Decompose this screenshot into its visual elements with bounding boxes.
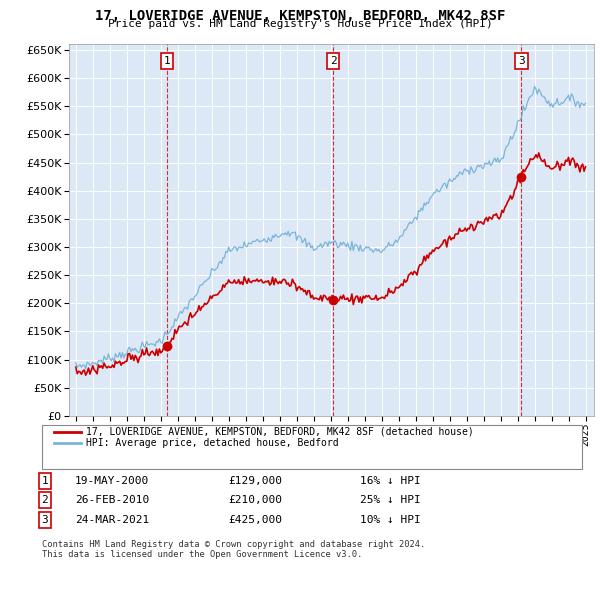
Text: 17, LOVERIDGE AVENUE, KEMPSTON, BEDFORD, MK42 8SF (detached house): 17, LOVERIDGE AVENUE, KEMPSTON, BEDFORD,…	[86, 427, 473, 437]
Text: 3: 3	[41, 515, 49, 525]
Text: 2: 2	[330, 56, 337, 66]
Text: 1: 1	[164, 56, 170, 66]
Text: 19-MAY-2000: 19-MAY-2000	[75, 476, 149, 486]
Text: Contains HM Land Registry data © Crown copyright and database right 2024.: Contains HM Land Registry data © Crown c…	[42, 540, 425, 549]
Text: 17, LOVERIDGE AVENUE, KEMPSTON, BEDFORD, MK42 8SF: 17, LOVERIDGE AVENUE, KEMPSTON, BEDFORD,…	[95, 9, 505, 23]
Text: 24-MAR-2021: 24-MAR-2021	[75, 515, 149, 525]
Text: HPI: Average price, detached house, Bedford: HPI: Average price, detached house, Bedf…	[86, 438, 338, 447]
Text: 1: 1	[41, 476, 49, 486]
Text: 25% ↓ HPI: 25% ↓ HPI	[360, 496, 421, 505]
Text: 26-FEB-2010: 26-FEB-2010	[75, 496, 149, 505]
Text: This data is licensed under the Open Government Licence v3.0.: This data is licensed under the Open Gov…	[42, 550, 362, 559]
Text: £425,000: £425,000	[228, 515, 282, 525]
Text: £129,000: £129,000	[228, 476, 282, 486]
Text: 10% ↓ HPI: 10% ↓ HPI	[360, 515, 421, 525]
Text: Price paid vs. HM Land Registry's House Price Index (HPI): Price paid vs. HM Land Registry's House …	[107, 19, 493, 30]
Text: 16% ↓ HPI: 16% ↓ HPI	[360, 476, 421, 486]
Text: £210,000: £210,000	[228, 496, 282, 505]
Text: 2: 2	[41, 496, 49, 505]
Text: 3: 3	[518, 56, 525, 66]
